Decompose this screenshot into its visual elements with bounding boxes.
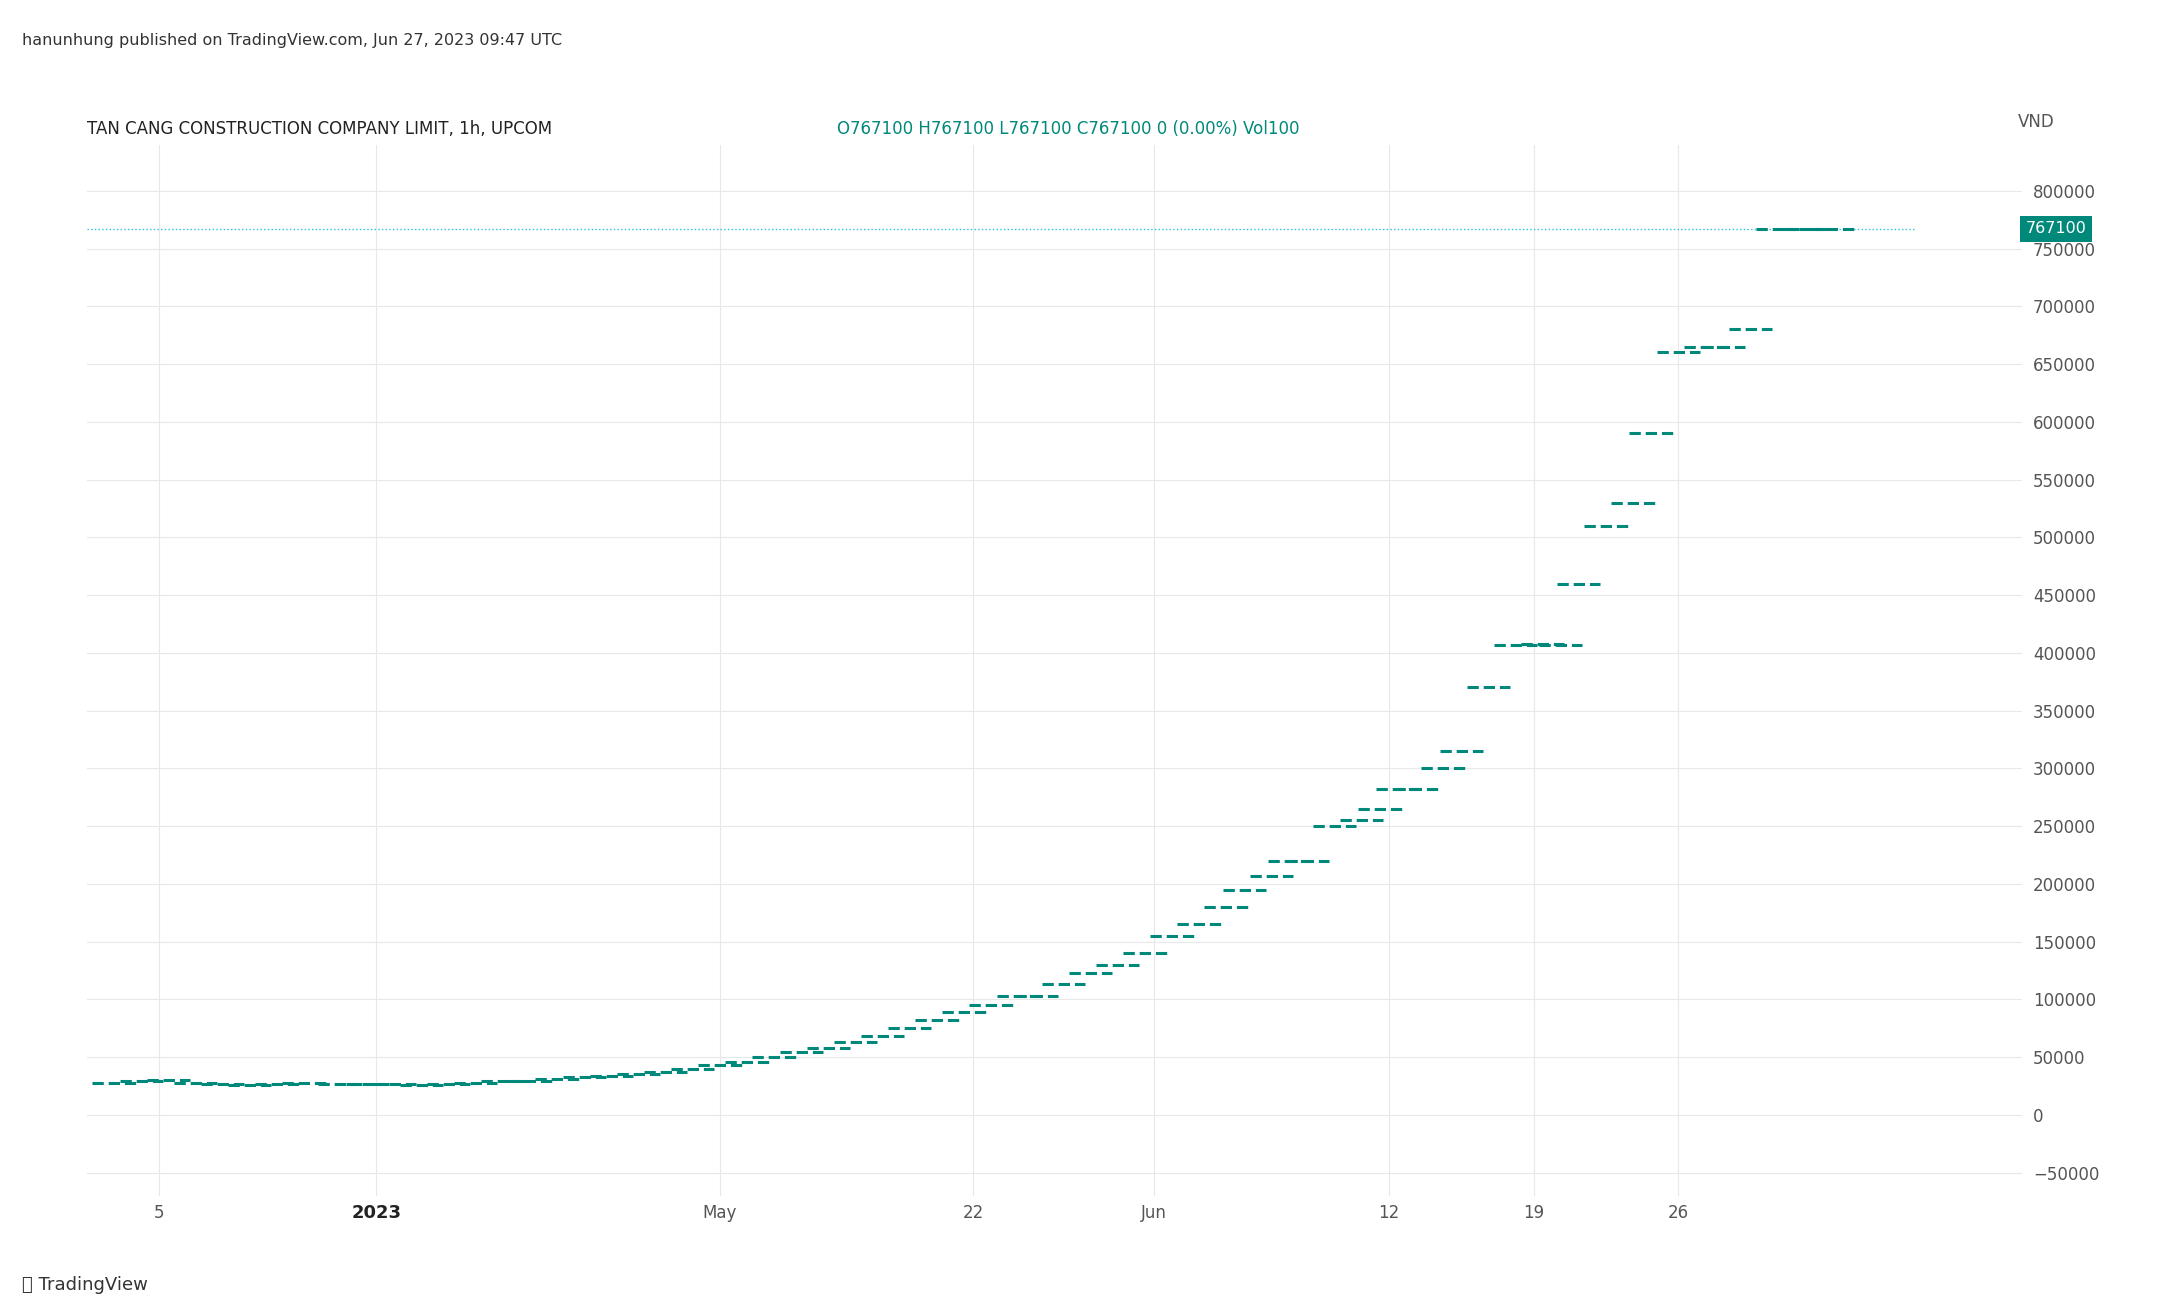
Text: VND: VND (2017, 113, 2054, 131)
Text: O767100 H767100 L767100 C767100 0 (0.00%) Vol100: O767100 H767100 L767100 C767100 0 (0.00%… (837, 120, 1300, 138)
Text: hanunhung published on TradingView.com, Jun 27, 2023 09:47 UTC: hanunhung published on TradingView.com, … (22, 33, 561, 47)
Text: TAN CANG CONSTRUCTION COMPANY LIMIT, 1h, UPCOM: TAN CANG CONSTRUCTION COMPANY LIMIT, 1h,… (87, 120, 563, 138)
Text: 📈 TradingView: 📈 TradingView (22, 1276, 148, 1294)
Text: 767100: 767100 (2026, 221, 2087, 237)
